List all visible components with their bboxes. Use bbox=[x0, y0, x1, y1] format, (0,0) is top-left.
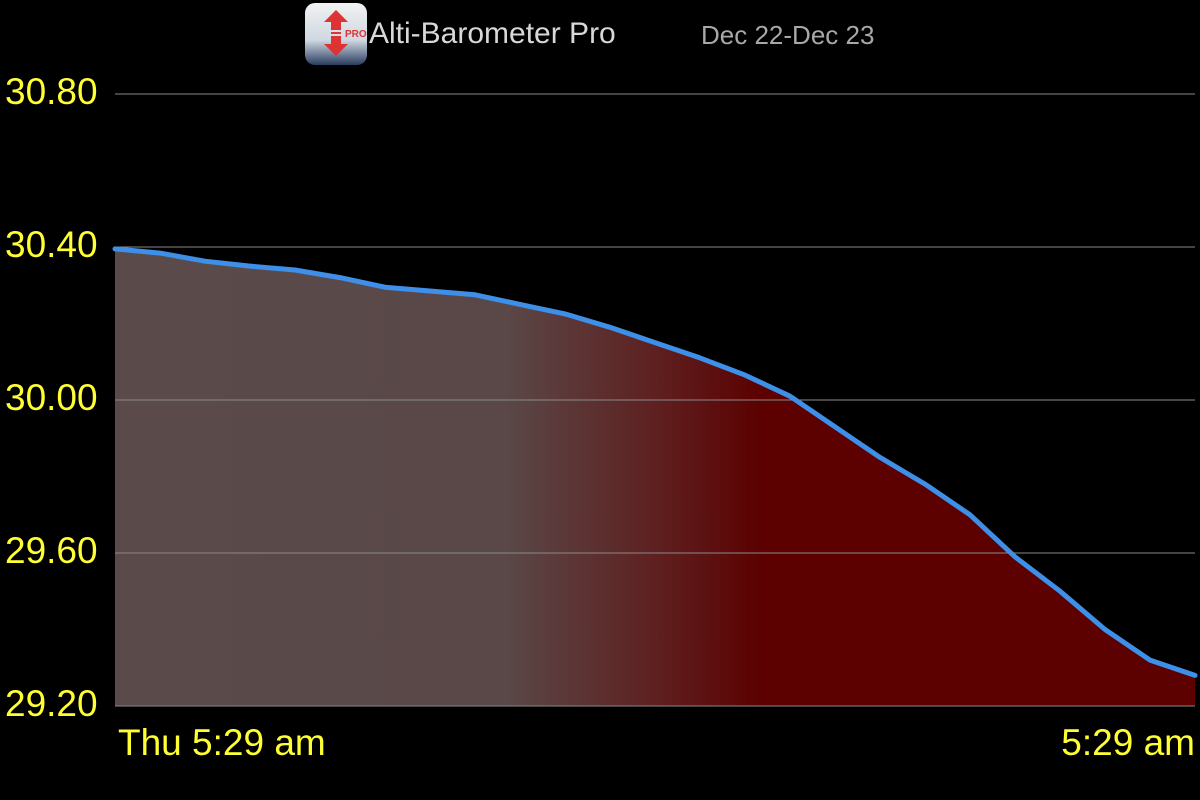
app-icon: PRO bbox=[305, 3, 367, 65]
x-tick-label: Thu 5:29 am bbox=[118, 722, 326, 763]
chart-subtitle: Dec 22-Dec 23 bbox=[701, 20, 874, 50]
chart-title: Alti-Barometer Pro bbox=[369, 17, 616, 50]
y-tick-label: 29.60 bbox=[5, 530, 98, 571]
svg-text:PRO: PRO bbox=[345, 29, 367, 40]
y-tick-label: 30.40 bbox=[5, 224, 98, 265]
pressure-line bbox=[112, 246, 1198, 678]
y-tick-label: 30.00 bbox=[5, 377, 98, 418]
plot-area: 29.20 29.60 30.00 30.40 30.80 Thu 5:29 am 5:29… bbox=[5, 71, 1198, 763]
y-tick-label: 29.20 bbox=[5, 683, 98, 724]
x-tick-label: 5:29 am bbox=[1061, 722, 1195, 763]
y-tick-label: 30.80 bbox=[5, 71, 98, 112]
area-fill bbox=[115, 248, 1195, 706]
